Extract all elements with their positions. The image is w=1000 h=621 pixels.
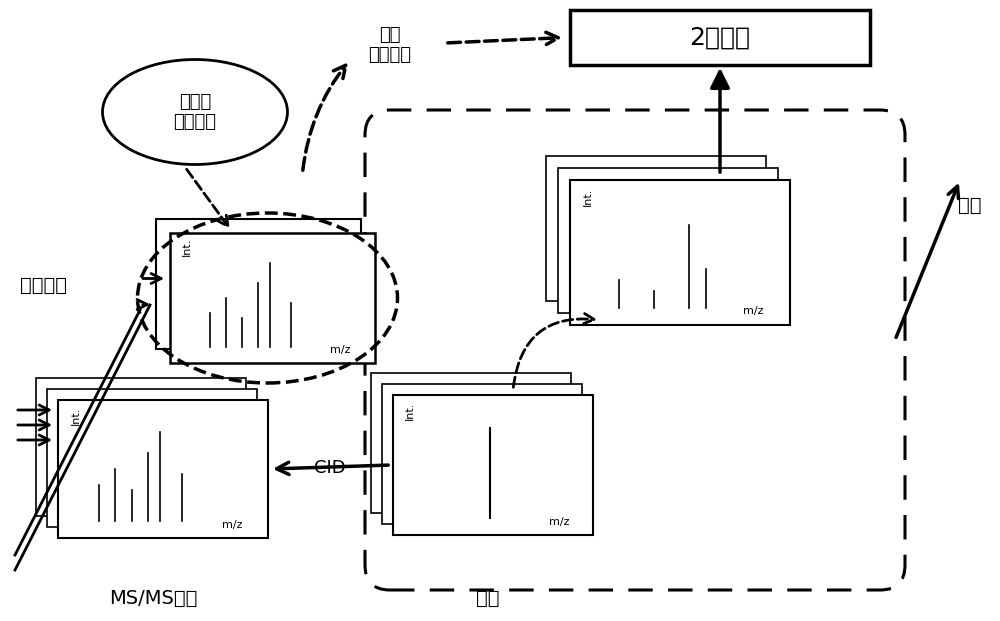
Text: m/z: m/z	[222, 520, 243, 530]
Text: m/z: m/z	[743, 306, 764, 316]
Text: 质谱: 质谱	[476, 589, 500, 607]
Text: m/z: m/z	[548, 517, 569, 527]
Text: Int.: Int.	[583, 188, 593, 206]
Bar	[36, 378, 246, 516]
Bar	[393, 395, 593, 535]
Text: CID: CID	[314, 459, 346, 477]
Bar	[570, 10, 870, 65]
Bar	[382, 384, 582, 524]
Bar	[47, 389, 257, 527]
Bar	[156, 219, 361, 349]
Text: 时间: 时间	[958, 196, 982, 214]
Text: 化合物
提取条件: 化合物 提取条件	[174, 93, 216, 132]
Text: Int.: Int.	[405, 402, 415, 420]
Text: 2维色谱: 2维色谱	[690, 25, 750, 50]
Bar	[170, 233, 375, 363]
Text: Int.: Int.	[182, 238, 192, 256]
Bar	[546, 156, 766, 301]
Text: 标记
重叠显示: 标记 重叠显示	[368, 25, 412, 65]
Bar	[371, 373, 571, 513]
Bar	[558, 168, 778, 313]
Bar	[570, 180, 790, 325]
Text: MS/MS谱图: MS/MS谱图	[109, 589, 197, 607]
Bar	[58, 400, 268, 538]
Text: m/z: m/z	[330, 345, 350, 355]
Text: 符合判定: 符合判定	[20, 276, 67, 294]
Ellipse shape	[103, 60, 288, 165]
Text: Int.: Int.	[71, 407, 81, 425]
